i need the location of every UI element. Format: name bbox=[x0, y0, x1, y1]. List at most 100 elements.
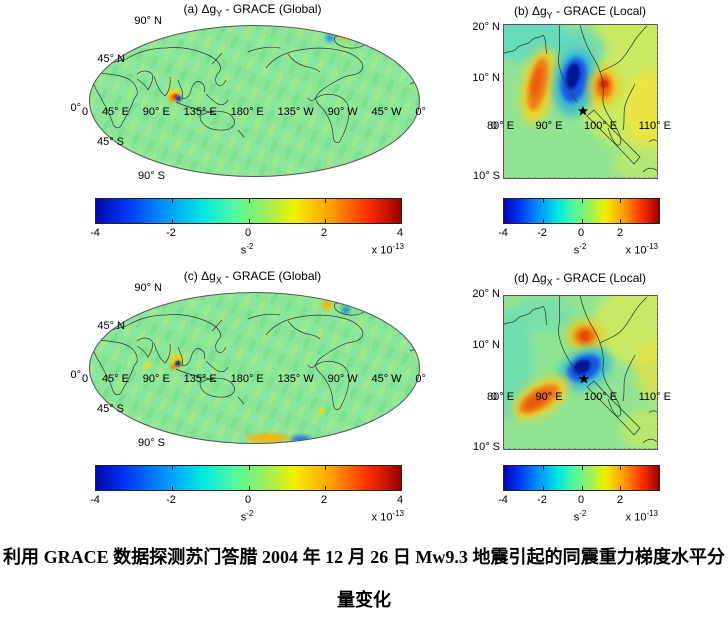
lon-tick: 90° E bbox=[535, 120, 563, 132]
lat-tick: 0 bbox=[490, 120, 497, 132]
lon-tick: 100° E bbox=[584, 120, 618, 132]
title-text: - GRACE (Local) bbox=[552, 4, 647, 18]
lat-tick: 45° N bbox=[97, 320, 125, 332]
lon-tick: 45° W bbox=[371, 373, 402, 385]
lat-tick: 45° S bbox=[96, 403, 124, 415]
colorbar-tick: 0 bbox=[244, 227, 252, 239]
title-text: (b) Δg bbox=[513, 4, 547, 18]
lat-tick: 10° N bbox=[472, 339, 500, 351]
lat-tick: 90° S bbox=[137, 170, 165, 182]
lon-tick: 135° W bbox=[277, 373, 314, 385]
title-subscript: Y bbox=[216, 8, 223, 19]
lon-tick: 110° E bbox=[638, 391, 671, 403]
figure-caption-line1: 利用 GRACE 数据探测苏门答腊 2004 年 12 月 26 日 Mw9.3… bbox=[3, 547, 725, 567]
title-text: (d) Δg bbox=[513, 271, 547, 285]
colorbar-tick: 0 bbox=[577, 494, 585, 506]
lat-tick: 0° bbox=[70, 369, 81, 381]
title-text: - GRACE (Global) bbox=[221, 269, 322, 283]
local-map-d bbox=[503, 295, 658, 450]
colorbar-tick: -2 bbox=[166, 494, 176, 506]
lat-tick: 20° N bbox=[472, 21, 500, 33]
lat-tick: 90° N bbox=[134, 282, 162, 294]
global-map-c bbox=[89, 292, 420, 444]
lon-tick: 90° E bbox=[535, 391, 563, 403]
colorbar-tick: -4 bbox=[90, 494, 100, 506]
lat-tick: 20° N bbox=[472, 288, 500, 300]
lon-tick: 180° E bbox=[230, 106, 264, 118]
panel-d-title: (d) ΔgX - GRACE (Local) bbox=[490, 271, 670, 287]
lon-tick: 90° E bbox=[142, 373, 170, 385]
lon-tick: 80° E bbox=[487, 120, 515, 132]
lon-tick: 100° E bbox=[584, 391, 618, 403]
panel-b-title: (b) ΔgY - GRACE (Local) bbox=[490, 4, 670, 20]
colorbar-tick: -4 bbox=[498, 227, 508, 239]
lon-tick-row: 80° E 90° E 100° E 110° E bbox=[487, 391, 671, 403]
colorbar-scale: x 10-13 bbox=[371, 509, 404, 524]
lat-tick: 0 bbox=[490, 391, 497, 403]
title-text: - GRACE (Local) bbox=[552, 271, 647, 285]
lon-tick: 180° E bbox=[230, 373, 264, 385]
colorbar-unit: s-2 bbox=[573, 242, 587, 257]
colorbar-tick: 2 bbox=[320, 494, 328, 506]
title-subscript: Y bbox=[546, 10, 553, 21]
lon-tick: 90° W bbox=[327, 106, 358, 118]
lat-tick: 10° S bbox=[472, 170, 500, 182]
title-text: (a) Δg bbox=[183, 2, 217, 16]
lon-tick: 0° bbox=[415, 106, 426, 118]
panel-c-title: (c) ΔgX - GRACE (Global) bbox=[85, 269, 420, 285]
colorbar-tick: -4 bbox=[498, 494, 508, 506]
lon-tick: 45° W bbox=[371, 106, 402, 118]
colorbar-b bbox=[503, 198, 660, 224]
colorbar-scale: x 10-13 bbox=[625, 509, 658, 524]
colorbar-tick: 4 bbox=[396, 494, 404, 506]
lon-tick-row: 0 45° E 90° E 135° E 180° E 135° W 90° W 45° W 0… bbox=[82, 106, 426, 118]
lat-tick: 0° bbox=[70, 102, 81, 114]
colorbar-d bbox=[503, 465, 660, 491]
lat-tick: 45° S bbox=[96, 136, 124, 148]
lon-tick: 90° W bbox=[327, 373, 358, 385]
lon-tick: 45° E bbox=[101, 373, 129, 385]
colorbar-c bbox=[95, 465, 402, 491]
lon-tick: 135° W bbox=[277, 106, 314, 118]
colorbar-tick: -4 bbox=[90, 227, 100, 239]
colorbar-tick: 2 bbox=[616, 227, 624, 239]
colorbar-scale: x 10-13 bbox=[625, 242, 658, 257]
figure-caption-line2: 量变化 bbox=[337, 590, 391, 610]
colorbar-a bbox=[95, 198, 402, 224]
lon-tick: 0° bbox=[415, 373, 426, 385]
colorbar-tick: -2 bbox=[537, 494, 547, 506]
local-map-b bbox=[503, 24, 658, 179]
lon-tick: 90° E bbox=[142, 106, 170, 118]
colorbar-scale: x 10-13 bbox=[371, 242, 404, 257]
lat-tick: 90° N bbox=[134, 15, 162, 27]
lon-tick-row: 0 45° E 90° E 135° E 180° E 135° W 90° W 45° W 0… bbox=[82, 373, 426, 385]
colorbar-tick: -2 bbox=[537, 227, 547, 239]
lat-tick: 10° S bbox=[472, 441, 500, 453]
panel-a-title: (a) ΔgY - GRACE (Global) bbox=[85, 2, 420, 18]
lon-tick: 110° E bbox=[638, 120, 671, 132]
lon-tick: 0 bbox=[82, 373, 89, 385]
lat-tick: 90° S bbox=[137, 437, 165, 449]
title-subscript: X bbox=[215, 275, 222, 286]
lat-tick: 45° N bbox=[97, 53, 125, 65]
title-subscript: X bbox=[546, 277, 553, 288]
colorbar-tick: -2 bbox=[166, 227, 176, 239]
lon-tick: 0 bbox=[82, 106, 89, 118]
lon-tick: 135° E bbox=[183, 373, 217, 385]
colorbar-tick: 0 bbox=[244, 494, 252, 506]
colorbar-unit: s-2 bbox=[240, 509, 254, 524]
colorbar-unit: s-2 bbox=[240, 242, 254, 257]
colorbar-tick: 2 bbox=[616, 494, 624, 506]
colorbar-tick: 2 bbox=[320, 227, 328, 239]
title-text: (c) Δg bbox=[183, 269, 216, 283]
lon-tick: 135° E bbox=[183, 106, 217, 118]
colorbar-unit: s-2 bbox=[573, 509, 587, 524]
lon-tick: 80° E bbox=[487, 391, 515, 403]
colorbar-tick: 0 bbox=[577, 227, 585, 239]
title-text: - GRACE (Global) bbox=[222, 2, 322, 16]
colorbar-tick: 4 bbox=[396, 227, 404, 239]
lon-tick-row: 80° E 90° E 100° E 110° E bbox=[487, 120, 671, 132]
global-map-a bbox=[89, 25, 420, 177]
lon-tick: 45° E bbox=[101, 106, 129, 118]
